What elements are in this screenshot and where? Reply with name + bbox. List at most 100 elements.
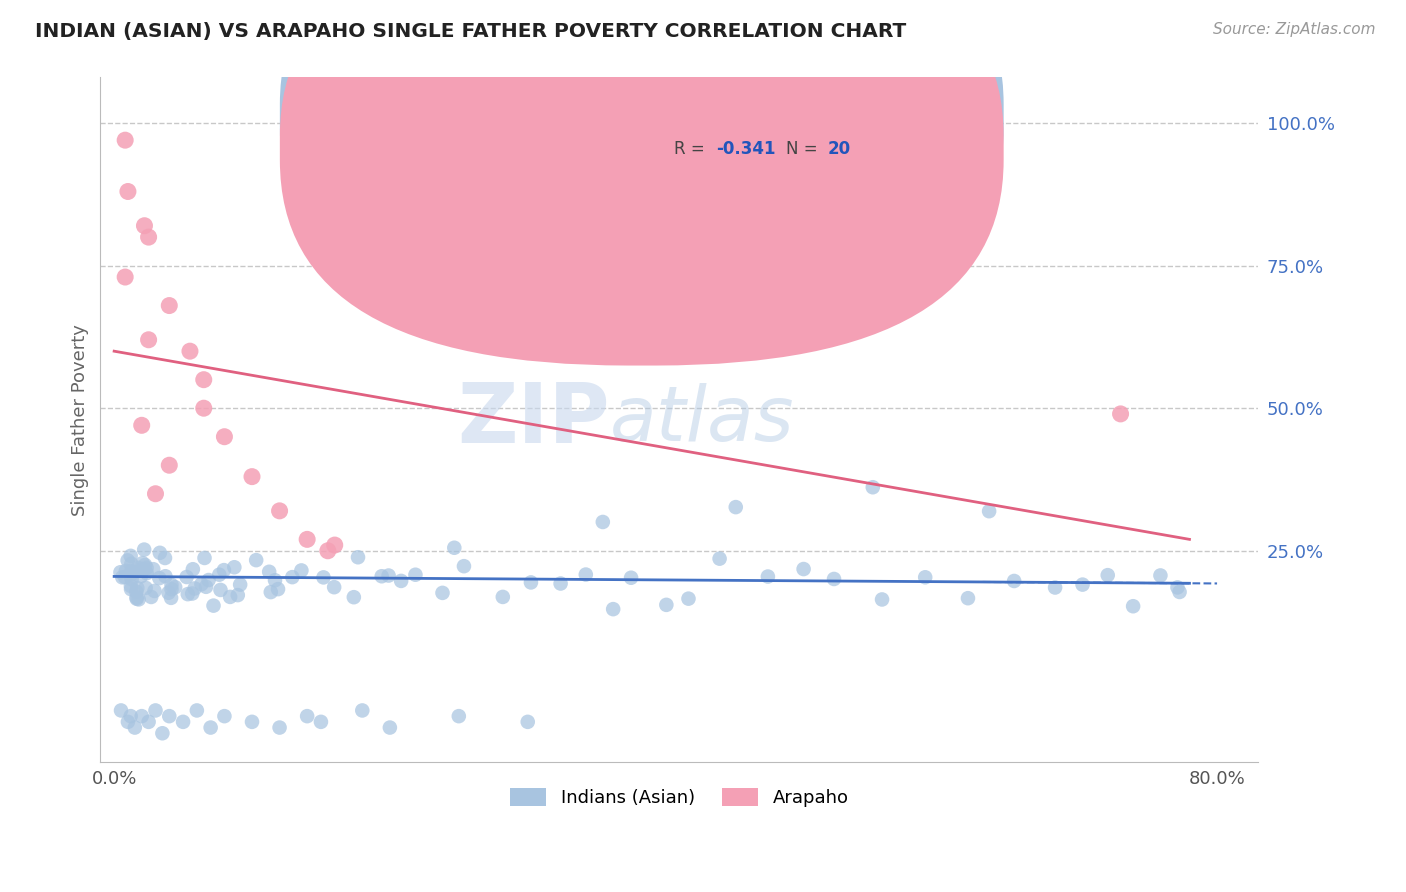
Text: -0.341: -0.341 [717,140,776,158]
Point [756,569,779,583]
Point [138,333,160,347]
Point [153,551,176,566]
Point [134,219,156,233]
Point [143,583,166,598]
FancyBboxPatch shape [280,0,1004,366]
Point [134,562,156,576]
Point [157,709,180,723]
Point [127,581,149,595]
Text: ZIP: ZIP [457,379,610,460]
Text: atlas: atlas [610,383,794,457]
Point [124,566,146,580]
Point [117,185,139,199]
Text: 101: 101 [828,109,862,127]
Point [157,299,180,313]
Point [128,592,150,607]
Point [142,562,165,576]
Text: N =: N = [786,109,823,127]
Point [148,571,170,585]
Point [443,541,465,555]
Point [134,558,156,572]
Point [172,714,194,729]
Point [114,133,136,147]
Point [120,557,142,571]
Point [257,565,280,579]
Point [125,591,148,605]
Point [193,401,215,416]
Point [793,562,815,576]
Point [862,480,884,494]
Point [186,703,208,717]
Point [343,590,366,604]
Point [389,574,412,588]
Point [129,569,152,583]
Point [131,418,153,433]
Point [124,721,146,735]
Point [120,549,142,563]
Point [290,563,312,577]
Point [956,591,979,606]
Point [135,581,157,595]
Point [1002,574,1025,588]
Point [181,562,204,576]
Point [110,703,132,717]
Point [160,582,183,597]
Point [131,709,153,723]
Point [260,585,283,599]
Point [160,591,183,605]
Point [592,515,614,529]
Point [240,714,263,729]
Point [149,546,172,560]
Text: 20: 20 [828,140,851,158]
Point [193,373,215,387]
Point [208,567,231,582]
Point [212,563,235,577]
Text: INDIAN (ASIAN) VS ARAPAHO SINGLE FATHER POVERTY CORRELATION CHART: INDIAN (ASIAN) VS ARAPAHO SINGLE FATHER … [35,22,907,41]
Point [121,572,143,586]
Point [229,577,252,591]
Text: R =: R = [673,109,710,127]
Point [127,561,149,575]
Point [145,487,167,501]
Point [295,533,318,547]
Point [281,570,304,584]
Y-axis label: Single Father Poverty: Single Father Poverty [72,324,89,516]
Point [200,721,222,735]
Point [120,568,142,582]
Text: N =: N = [786,140,823,158]
Point [117,714,139,729]
Point [977,504,1000,518]
Point [114,270,136,285]
Point [120,564,142,578]
Point [295,709,318,723]
Point [724,500,747,515]
Point [323,580,346,594]
Point [264,573,287,587]
FancyBboxPatch shape [280,0,1004,334]
Point [267,582,290,596]
Point [655,598,678,612]
Point [155,569,177,583]
Point [870,592,893,607]
Point [309,714,332,729]
Point [145,703,167,717]
Point [312,570,335,584]
Point [550,576,572,591]
Point [120,582,142,597]
FancyBboxPatch shape [610,98,887,177]
Point [183,582,205,596]
Point [209,582,232,597]
Point [620,571,643,585]
Point [678,591,700,606]
Point [245,553,267,567]
Point [165,580,187,594]
Point [179,344,201,359]
Point [602,602,624,616]
Point [120,579,142,593]
Point [214,430,236,444]
Point [135,566,157,581]
Text: -0.066: -0.066 [717,109,776,127]
Point [347,550,370,565]
Point [316,543,339,558]
Point [202,599,225,613]
